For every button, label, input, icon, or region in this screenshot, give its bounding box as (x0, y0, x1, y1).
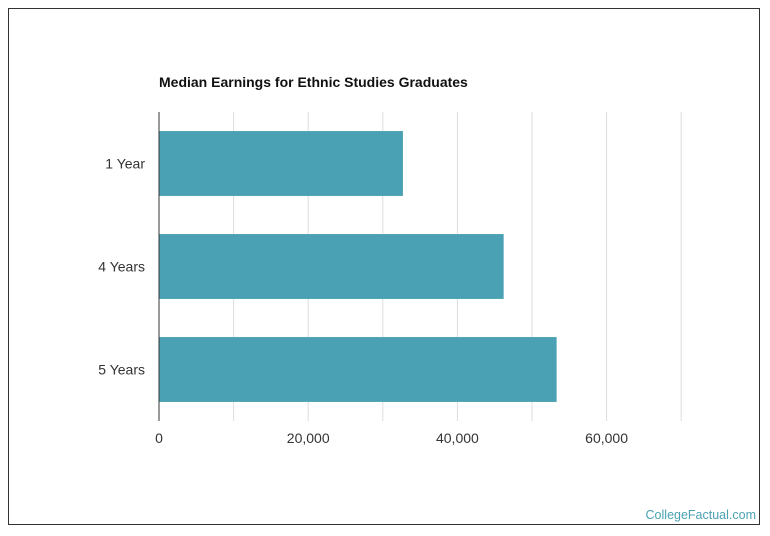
bar-4-years (159, 234, 504, 299)
collegefactual-watermark[interactable]: CollegeFactual.com (645, 508, 756, 522)
tick-label: 0 (155, 430, 163, 446)
category-label: 5 Years (98, 362, 145, 378)
category-labels: 1 Year 4 Years 5 Years (98, 156, 145, 378)
bar-5-years (159, 337, 557, 402)
bar-1-year (159, 131, 403, 196)
bars (159, 131, 557, 402)
chart-title: Median Earnings for Ethnic Studies Gradu… (159, 74, 468, 90)
tick-label: 40,000 (436, 430, 479, 446)
tick-label: 60,000 (585, 430, 628, 446)
category-label: 1 Year (105, 156, 145, 172)
tick-label: 20,000 (287, 430, 330, 446)
category-label: 4 Years (98, 259, 145, 275)
tick-labels: 0 20,000 40,000 60,000 (155, 430, 628, 446)
